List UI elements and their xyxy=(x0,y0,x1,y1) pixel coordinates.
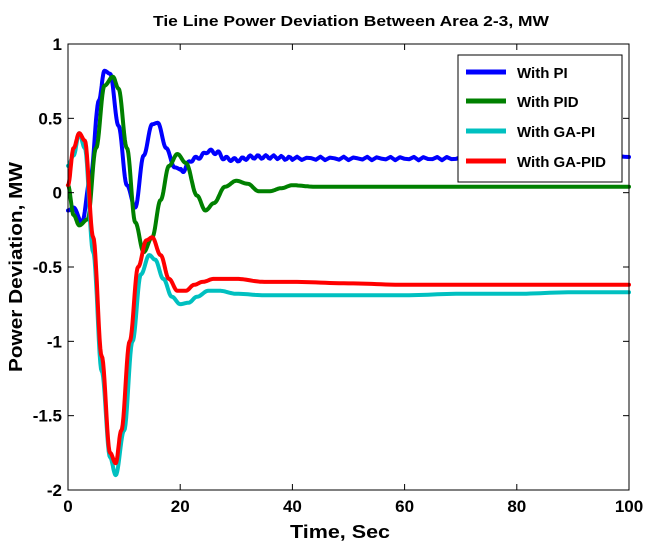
legend-label-pi: With PI xyxy=(517,65,568,82)
x-tick-label: 20 xyxy=(171,497,190,516)
legend-label-ga-pid: With GA-PID xyxy=(517,154,606,171)
series-line-ga-pid xyxy=(66,131,631,466)
x-axis-label: Time, Sec xyxy=(290,522,390,542)
x-tick-label: 0 xyxy=(63,497,72,516)
chart-title: Tie Line Power Deviation Between Area 2-… xyxy=(153,13,550,30)
series-line-pi xyxy=(66,68,631,225)
y-axis-label: Power Deviation, MW xyxy=(6,162,26,372)
x-tick-label: 40 xyxy=(283,497,302,516)
legend-label-pid: With PID xyxy=(517,94,579,111)
legend-label-ga-pi: With GA-PI xyxy=(517,124,595,141)
y-tick-label: 1 xyxy=(53,35,62,54)
x-tick-label: 100 xyxy=(615,497,643,516)
x-tick-label: 80 xyxy=(507,497,526,516)
ticks-layer: 0 20 40 60 80 100 -2 -1.5 -1 -0.5 0 0.5 1 xyxy=(33,35,643,516)
x-tick-label: 60 xyxy=(395,497,414,516)
y-tick-label: -1.5 xyxy=(33,407,62,426)
y-tick-label: 0 xyxy=(53,184,62,203)
y-tick-label: -2 xyxy=(47,481,62,500)
y-tick-label: -1 xyxy=(47,332,62,351)
y-tick-label: -0.5 xyxy=(33,258,62,277)
series-line-pid xyxy=(66,74,631,255)
series-layer xyxy=(66,68,631,478)
y-tick-label: 0.5 xyxy=(38,109,62,128)
legend: With PI With PID With GA-PI With GA-PID xyxy=(457,54,623,183)
